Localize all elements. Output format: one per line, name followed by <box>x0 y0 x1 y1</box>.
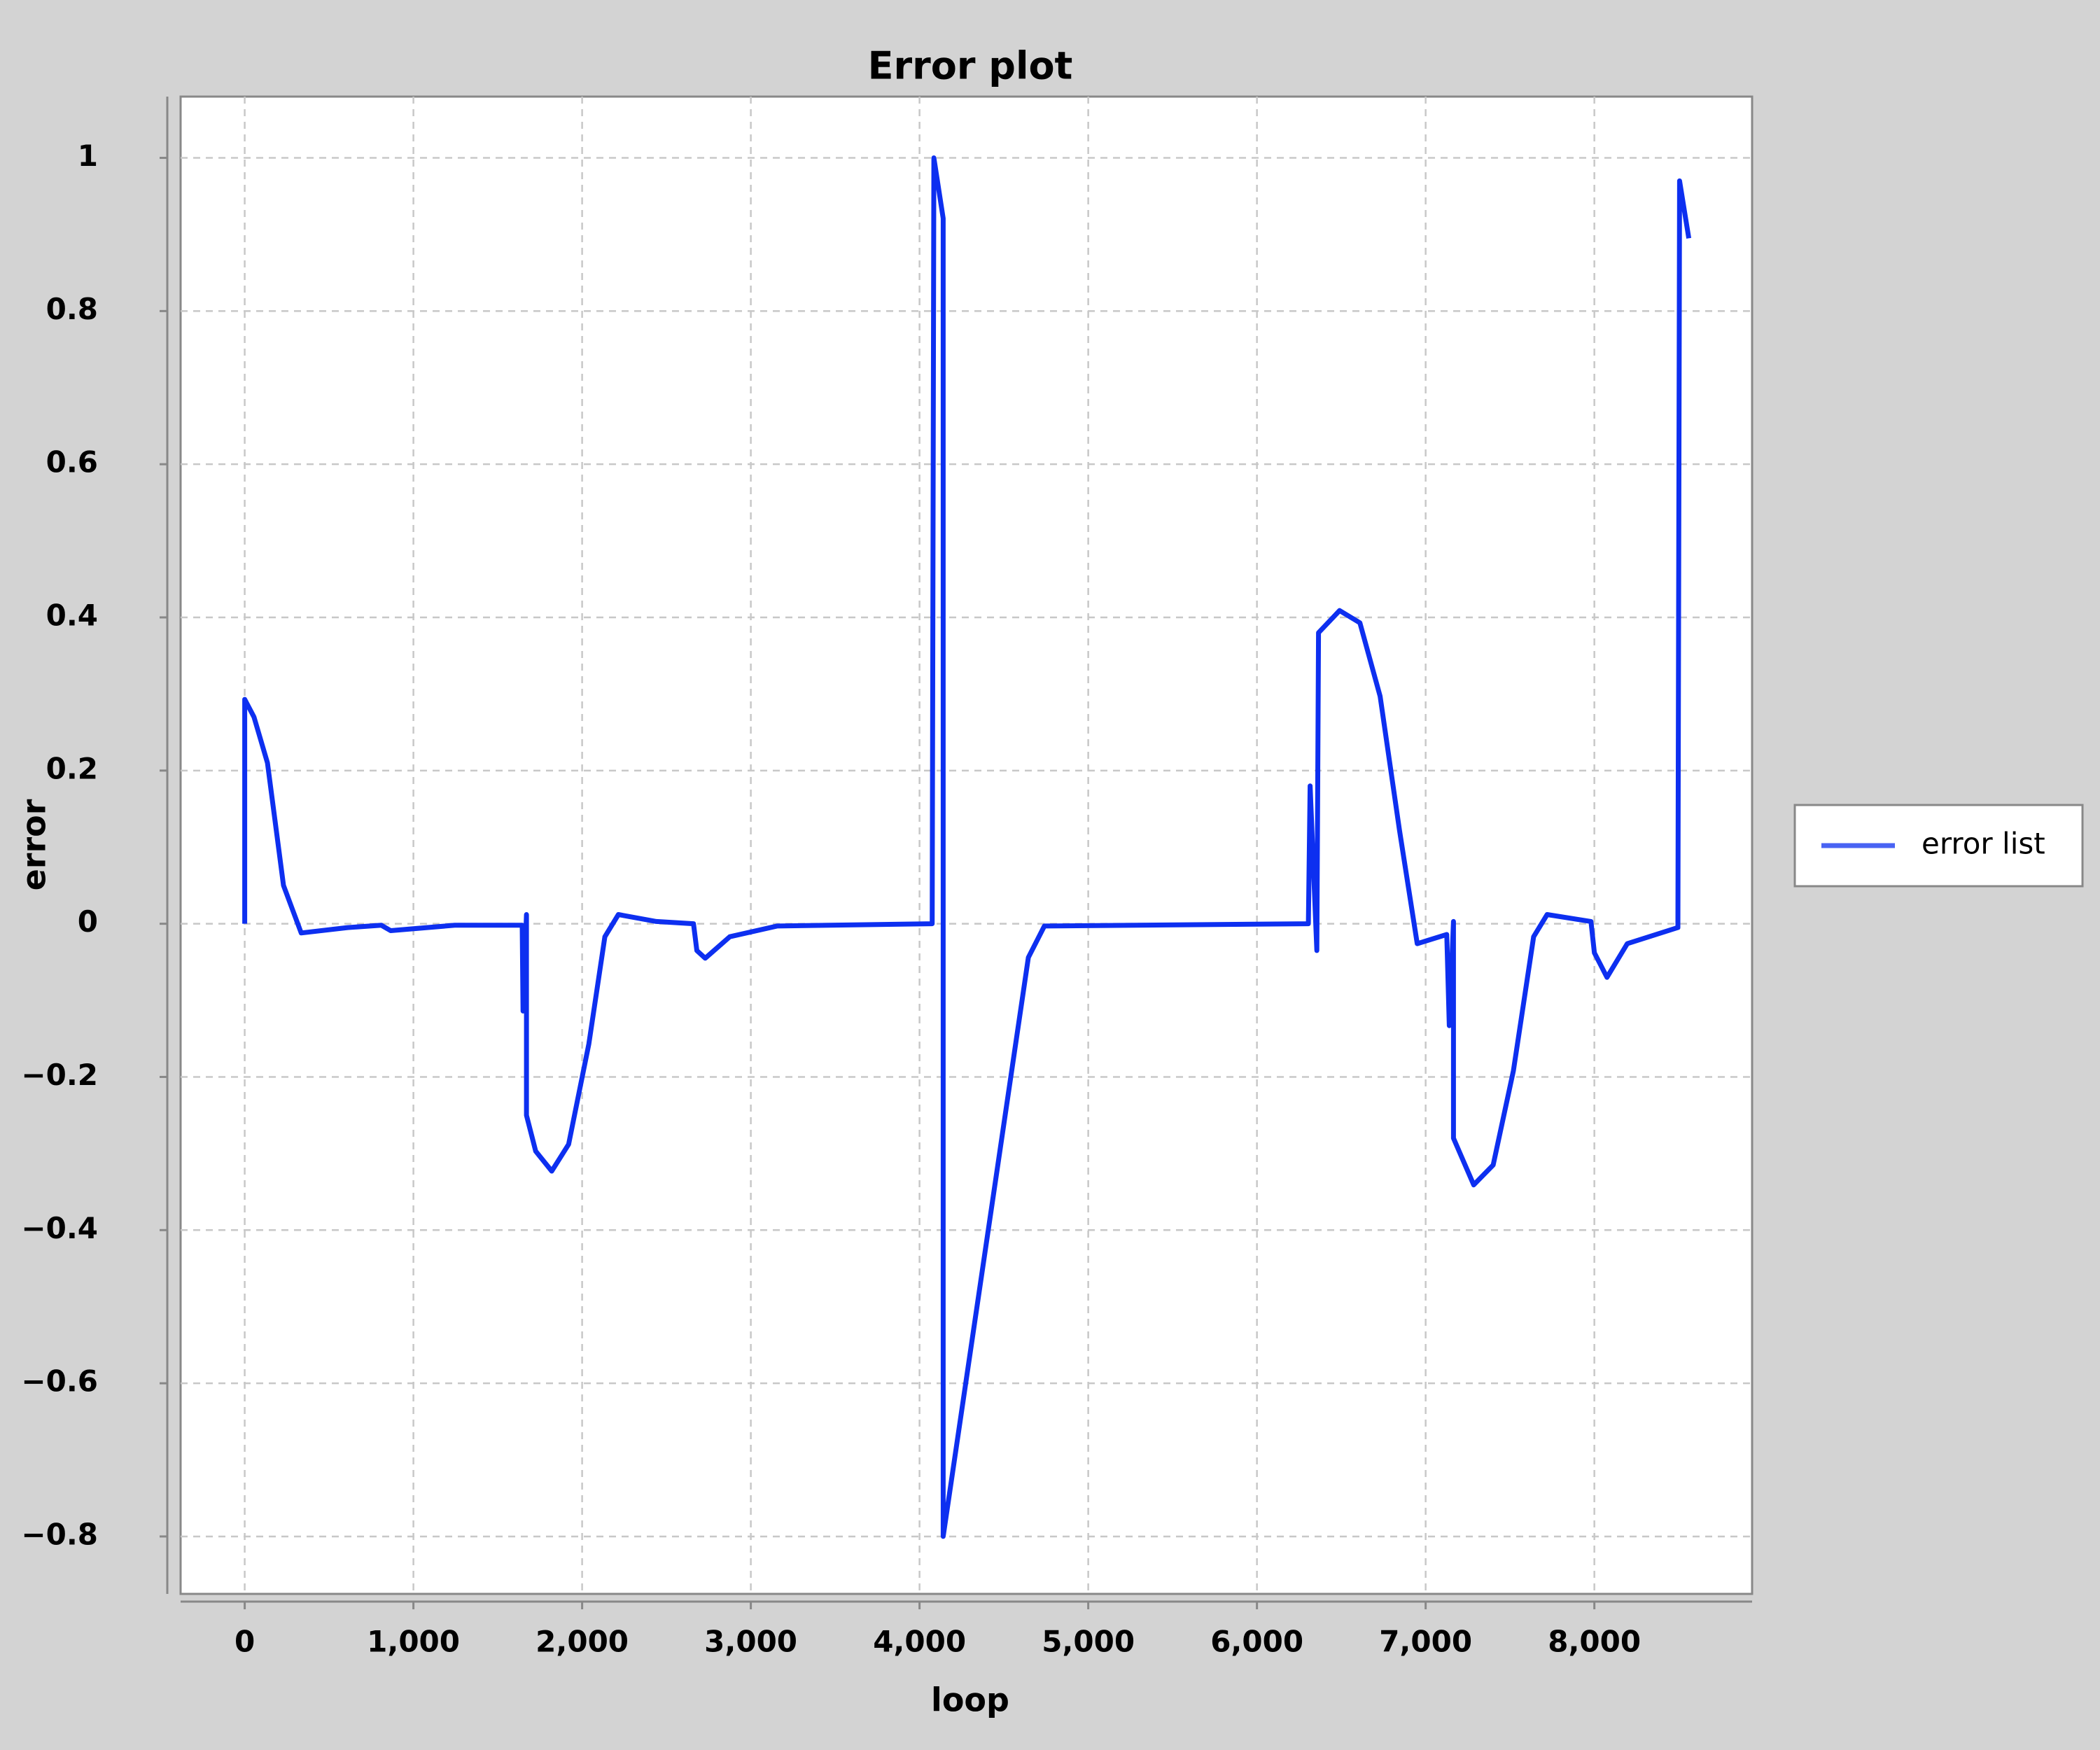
x-tick-label: 4,000 <box>873 1625 966 1659</box>
y-tick-label: −0.4 <box>21 1211 98 1245</box>
y-tick-label: 1 <box>78 139 98 173</box>
x-tick-label: 1,000 <box>367 1625 460 1659</box>
y-axis-label: error <box>15 799 53 890</box>
x-tick-label: 5,000 <box>1042 1625 1135 1659</box>
x-tick-label: 3,000 <box>704 1625 797 1659</box>
y-tick-label: −0.6 <box>21 1364 98 1399</box>
y-tick-label: 0.2 <box>46 751 98 785</box>
plot-area <box>179 95 1754 1595</box>
y-tick-label: 0.8 <box>46 292 98 326</box>
x-tick-label: 2,000 <box>536 1625 629 1659</box>
x-axis-label: loop <box>931 1681 1009 1719</box>
x-tick-label: 8,000 <box>1548 1625 1641 1659</box>
y-tick-label: 0 <box>78 904 98 939</box>
y-tick-label: 0.4 <box>46 598 98 633</box>
chart-title: Error plot <box>868 44 1073 88</box>
y-tick-label: −0.8 <box>21 1517 98 1551</box>
legend-label: error list <box>1921 827 2045 861</box>
x-tick-label: 7,000 <box>1379 1625 1472 1659</box>
x-tick-label: 6,000 <box>1210 1625 1303 1659</box>
y-tick-label: −0.2 <box>21 1058 98 1092</box>
y-tick-label: 0.6 <box>46 445 98 479</box>
data-line <box>242 155 1692 1539</box>
x-tick-label: 0 <box>234 1625 255 1659</box>
